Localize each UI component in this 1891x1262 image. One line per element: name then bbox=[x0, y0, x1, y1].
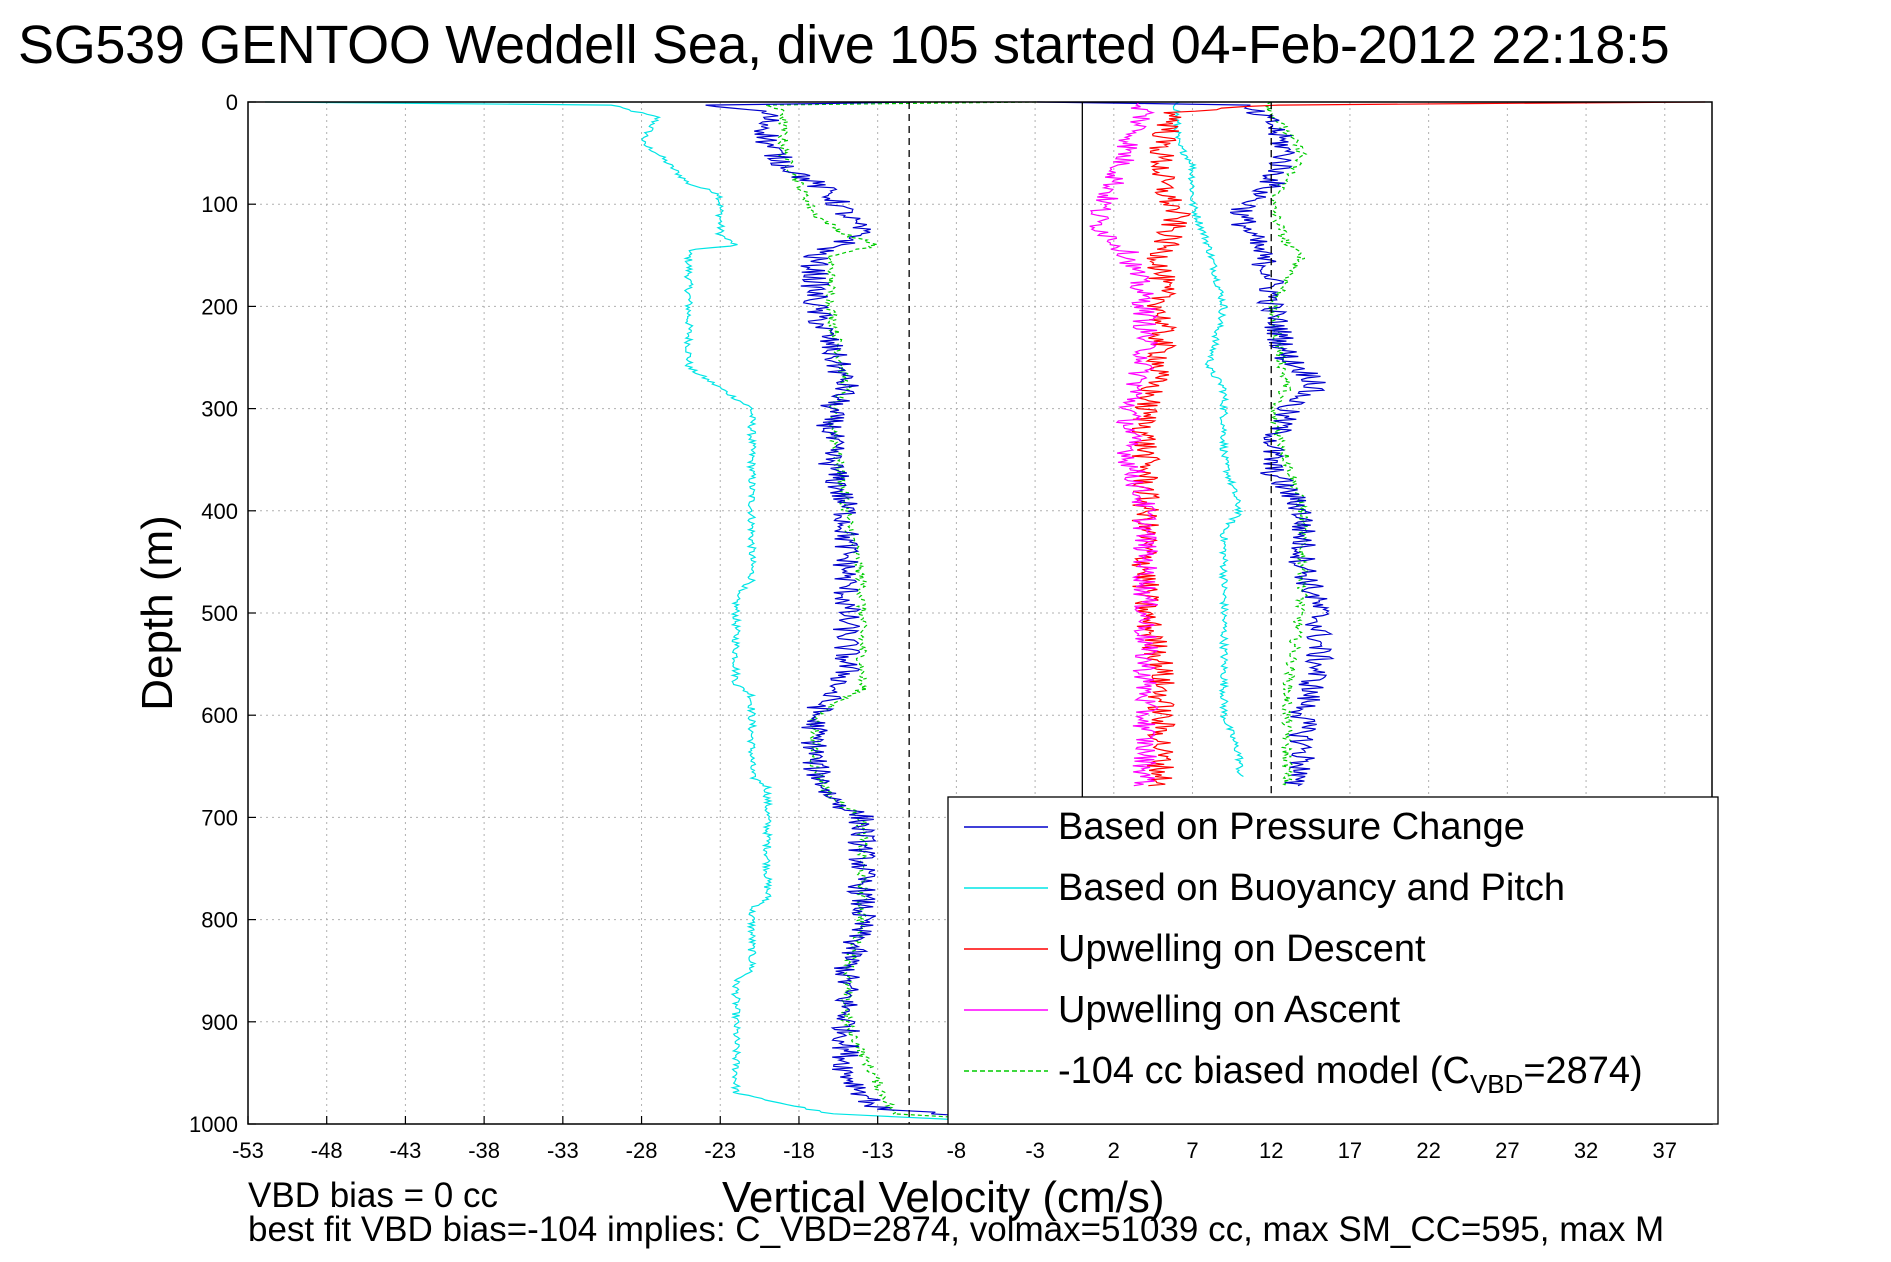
x-tick-label: -33 bbox=[547, 1138, 579, 1163]
legend-entry-label: Upwelling on Descent bbox=[1058, 928, 1426, 970]
y-tick-label: 300 bbox=[201, 397, 238, 422]
x-tick-label: -48 bbox=[311, 1138, 343, 1163]
series-line-pressure-descent bbox=[705, 101, 1033, 1124]
x-tick-label: 22 bbox=[1416, 1138, 1440, 1163]
y-tick-label: 700 bbox=[201, 805, 238, 830]
x-tick-label: 32 bbox=[1574, 1138, 1598, 1163]
legend-box bbox=[947, 796, 1719, 1125]
x-tick-label: -28 bbox=[626, 1138, 658, 1163]
series-line-pressure-ascent bbox=[1037, 101, 1335, 787]
series-line-descent-descent bbox=[1131, 101, 1706, 787]
y-tick-label: 600 bbox=[201, 703, 238, 728]
x-tick-label: -53 bbox=[232, 1138, 264, 1163]
series-line-model-ascent bbox=[1263, 101, 1311, 787]
y-tick-label: 1000 bbox=[189, 1112, 238, 1137]
x-tick-label: -13 bbox=[862, 1138, 894, 1163]
x-tick-label: 7 bbox=[1186, 1138, 1198, 1163]
x-tick-label: 17 bbox=[1338, 1138, 1362, 1163]
y-tick-label: 400 bbox=[201, 499, 238, 524]
y-tick-label: 500 bbox=[201, 601, 238, 626]
series-line-ascent-descent bbox=[1089, 101, 1159, 787]
legend-entry-label: Based on Pressure Change bbox=[1058, 806, 1525, 848]
series-line-buoyancy-ascent bbox=[1171, 101, 1244, 778]
legend-entry-label: Based on Buoyancy and Pitch bbox=[1058, 867, 1565, 909]
y-tick-label: 800 bbox=[201, 908, 238, 933]
series-line-buoyancy-descent bbox=[264, 101, 997, 1122]
x-tick-label: -18 bbox=[783, 1138, 815, 1163]
y-tick-label: 900 bbox=[201, 1010, 238, 1035]
footer-vbd-bias: VBD bias = 0 cc bbox=[248, 1176, 498, 1215]
x-axis-label: Vertical Velocity (cm/s) bbox=[722, 1173, 1165, 1222]
y-tick-label: 200 bbox=[201, 294, 238, 319]
chart-title: SG539 GENTOO Weddell Sea, dive 105 start… bbox=[18, 15, 1670, 75]
y-axis-label: Depth (m) bbox=[133, 515, 182, 711]
series-layer bbox=[264, 101, 1706, 1124]
grid-layer bbox=[247, 101, 1712, 1125]
x-tick-label: -38 bbox=[468, 1138, 500, 1163]
legend: Based on Pressure Change Based on Buoyanc… bbox=[947, 796, 1719, 1125]
x-tick-label: -43 bbox=[390, 1138, 422, 1163]
y-tick-label: 100 bbox=[201, 192, 238, 217]
x-tick-label: -23 bbox=[704, 1138, 736, 1163]
x-tick-label: -8 bbox=[947, 1138, 967, 1163]
series-line-model-descent bbox=[765, 101, 1037, 1122]
legend-entry-label: Upwelling on Ascent bbox=[1058, 989, 1401, 1031]
x-tick-label: 2 bbox=[1108, 1138, 1120, 1163]
x-tick-label: 27 bbox=[1495, 1138, 1519, 1163]
y-tick-label: 0 bbox=[226, 90, 238, 115]
legend-entry-label: -104 cc biased model (CVBD=2874) bbox=[1058, 1050, 1643, 1099]
x-tick-label: 37 bbox=[1653, 1138, 1677, 1163]
x-tick-label: 12 bbox=[1259, 1138, 1283, 1163]
x-tick-label: -3 bbox=[1025, 1138, 1045, 1163]
footer-best-fit: best fit VBD bias=-104 implies: C_VBD=28… bbox=[248, 1210, 1665, 1249]
tick-layer: -53 -48 -43 -38 -33 -28 -23 -18 -13 -8 -3 2 7 12 17 22 2… bbox=[189, 90, 1677, 1163]
